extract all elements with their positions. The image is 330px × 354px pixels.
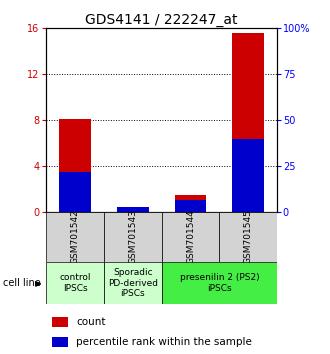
Text: cell line: cell line (3, 278, 44, 288)
Text: Sporadic
PD-derived
iPSCs: Sporadic PD-derived iPSCs (108, 268, 158, 298)
Text: percentile rank within the sample: percentile rank within the sample (76, 337, 252, 347)
Bar (162, 262, 277, 304)
Bar (59, 119, 91, 212)
Bar (51, 337, 68, 347)
Bar (46, 212, 104, 262)
Bar (104, 212, 162, 262)
Text: GSM701544: GSM701544 (186, 209, 195, 264)
Bar (175, 200, 207, 212)
Bar (117, 207, 149, 212)
Text: presenilin 2 (PS2)
iPSCs: presenilin 2 (PS2) iPSCs (180, 274, 259, 293)
Bar (51, 318, 68, 327)
Bar (232, 139, 264, 212)
Bar (232, 33, 264, 212)
Bar (117, 207, 149, 212)
Bar (46, 262, 104, 304)
Text: GSM701542: GSM701542 (71, 209, 80, 264)
Bar (162, 212, 219, 262)
Text: GSM701543: GSM701543 (128, 209, 137, 264)
Text: GSM701545: GSM701545 (244, 209, 253, 264)
Bar (219, 212, 277, 262)
Bar (59, 172, 91, 212)
Bar (175, 195, 207, 212)
Bar (104, 262, 162, 304)
Text: control
IPSCs: control IPSCs (59, 274, 91, 293)
Text: count: count (76, 317, 106, 327)
Title: GDS4141 / 222247_at: GDS4141 / 222247_at (85, 13, 238, 27)
